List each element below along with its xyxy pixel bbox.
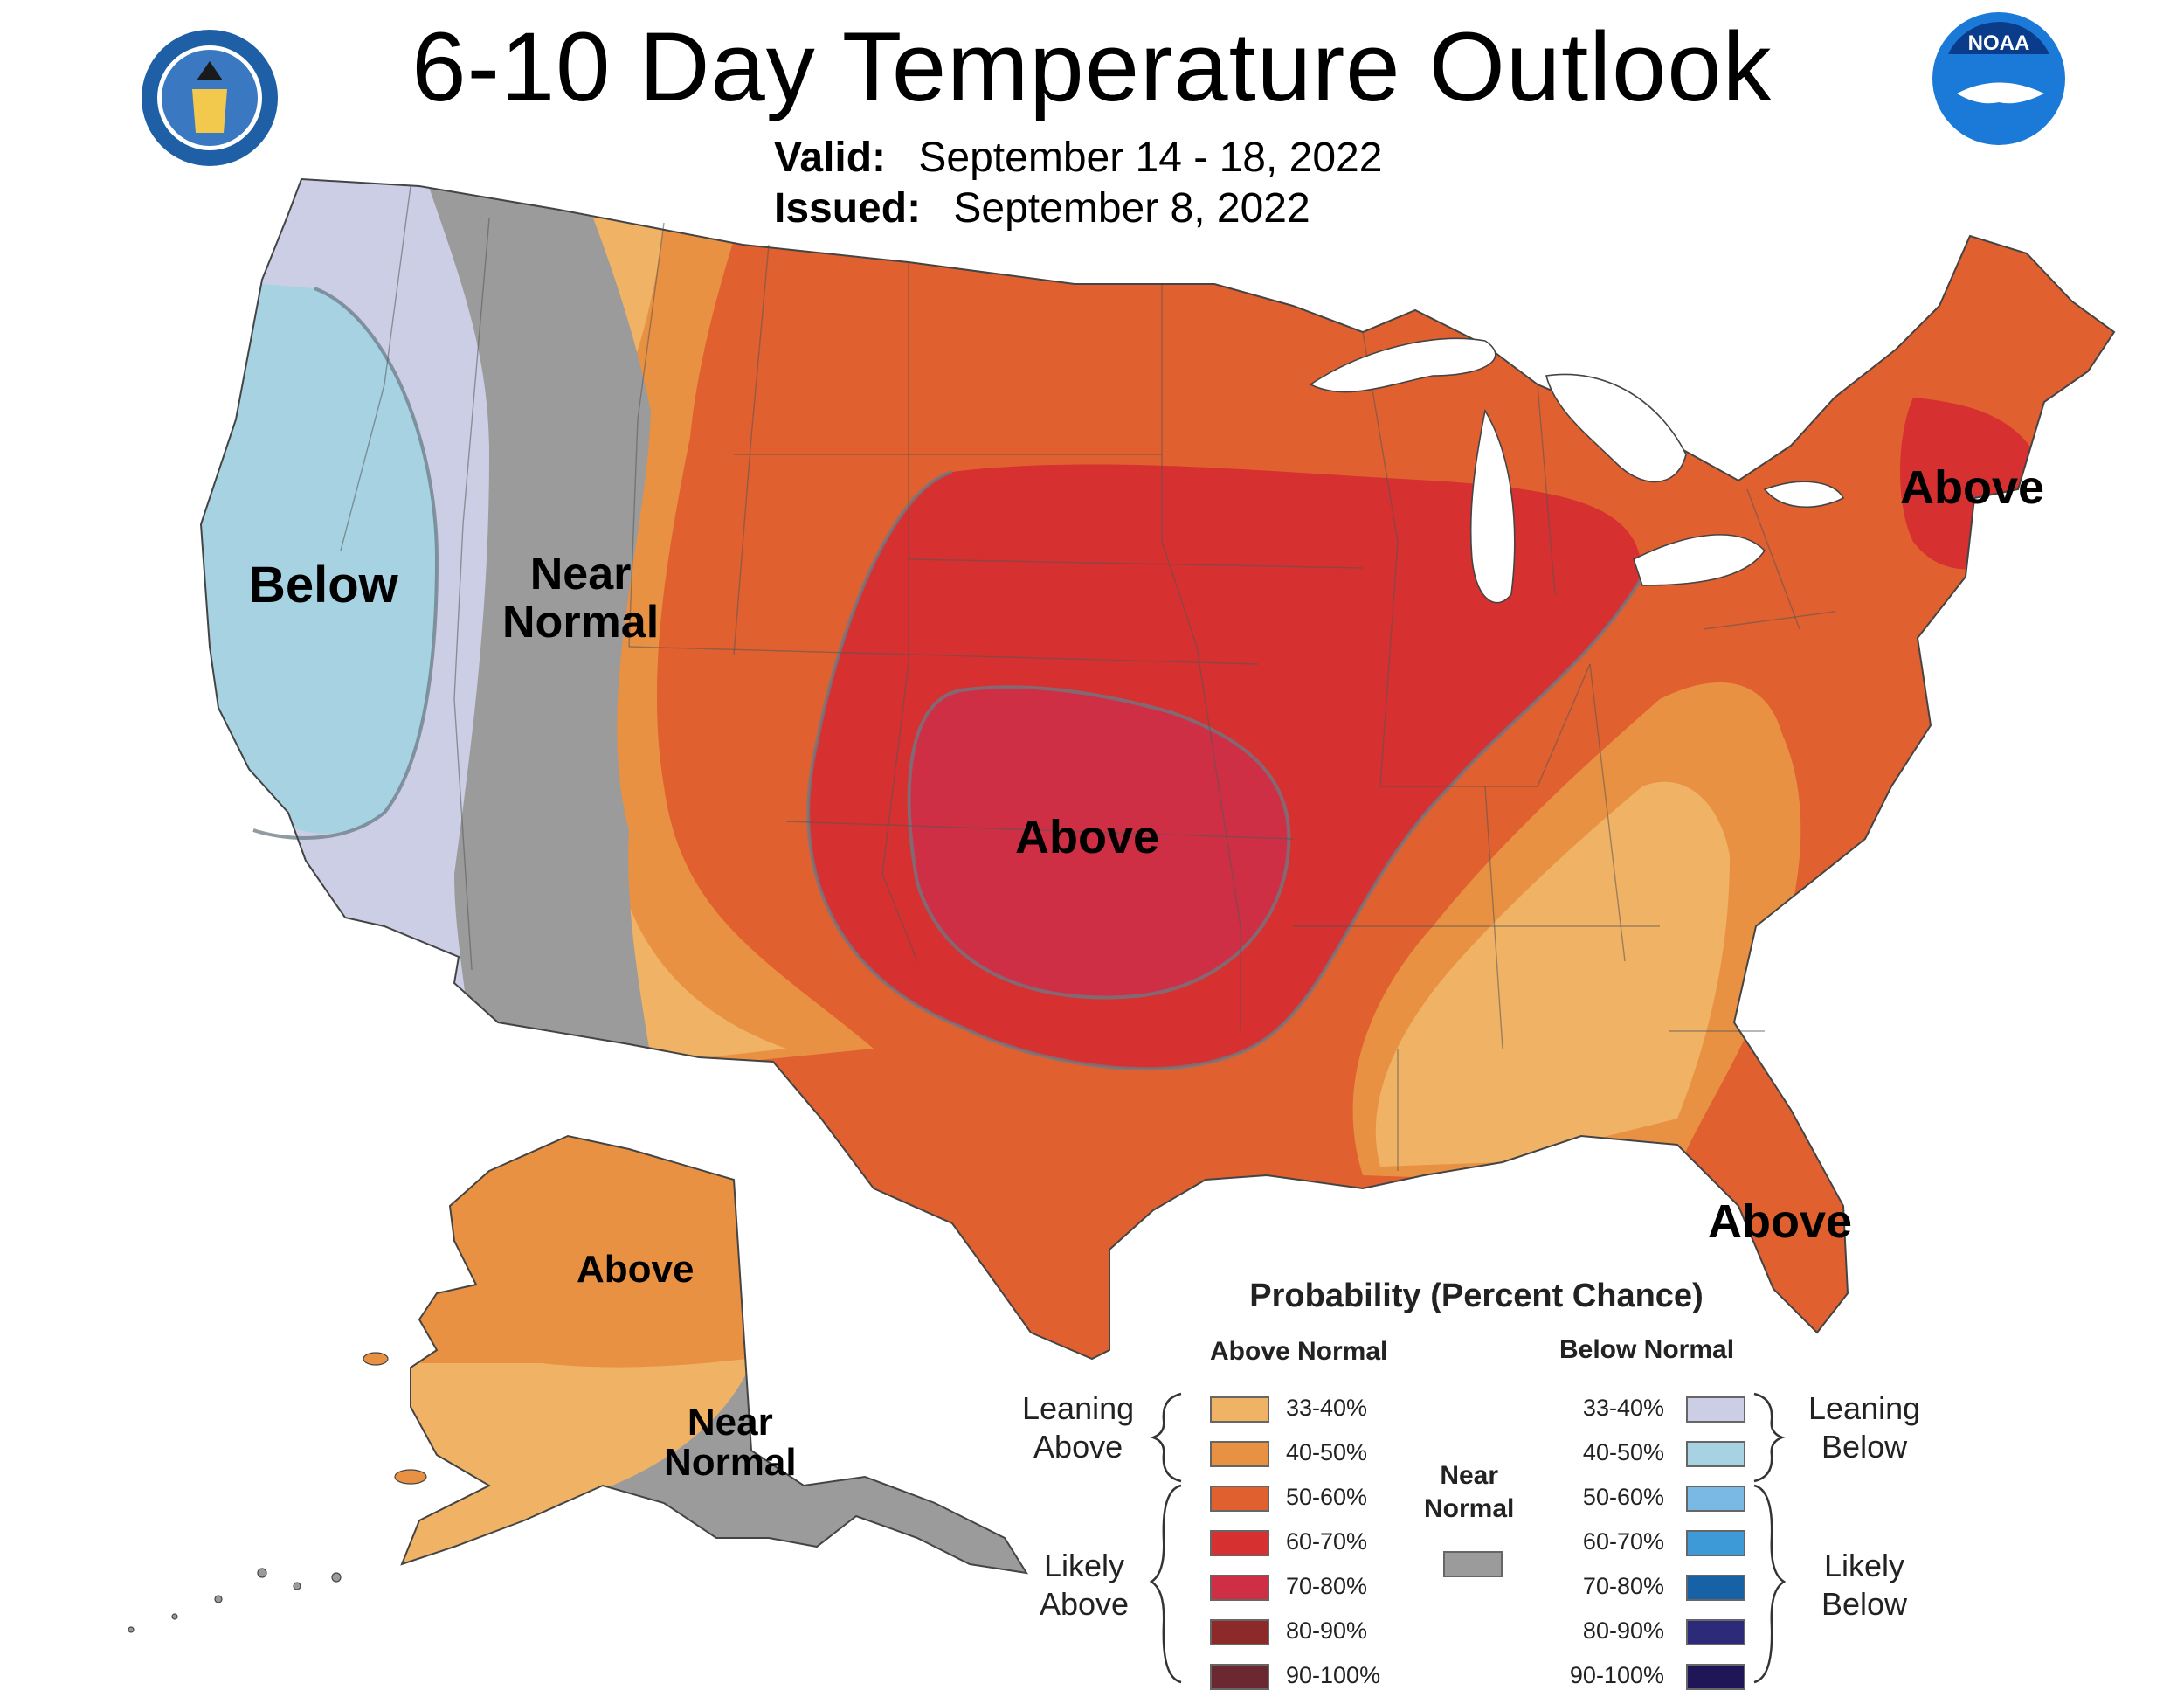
legend-near-normal-label: Near Normal xyxy=(1424,1459,1514,1526)
legend-above-range: 60-70% xyxy=(1286,1528,1368,1555)
legend-likely-above: Likely Above xyxy=(1040,1547,1129,1624)
legend-above-swatch xyxy=(1210,1530,1269,1556)
legend-below-range: 40-50% xyxy=(1582,1439,1664,1465)
legend-near-line-1: Near xyxy=(1440,1461,1499,1490)
legend-below-header: Below Normal xyxy=(1559,1335,1735,1364)
issued-value: September 8, 2022 xyxy=(953,185,1310,232)
legend-below-swatch xyxy=(1686,1486,1745,1512)
date-block: Valid: September 14 - 18, 2022 Issued: S… xyxy=(774,133,1382,234)
legend-below-range: 50-60% xyxy=(1582,1484,1664,1510)
near-normal-line-1: Near xyxy=(529,549,632,599)
alaska-near-line-1: Near xyxy=(687,1401,773,1444)
legend-above-swatch xyxy=(1210,1486,1269,1512)
legend-above-header: Above Normal xyxy=(1210,1337,1388,1366)
likely-above-line-2: Above xyxy=(1040,1586,1130,1622)
likely-below-line-2: Below xyxy=(1821,1586,1908,1622)
valid-value: September 14 - 18, 2022 xyxy=(918,135,1383,181)
valid-label: Valid: xyxy=(774,135,887,181)
label-near-normal-west: Near Normal xyxy=(502,551,659,646)
legend-leaning-above: Leaning Above xyxy=(1022,1389,1134,1466)
label-below-west: Below xyxy=(249,557,398,613)
leaning-above-line-1: Leaning xyxy=(1022,1390,1135,1426)
label-alaska-above: Above xyxy=(577,1248,695,1291)
legend-near-normal-swatch xyxy=(1443,1551,1503,1577)
likely-below-line-1: Likely xyxy=(1824,1548,1905,1583)
likely-above-line-1: Likely xyxy=(1044,1548,1125,1583)
noaa-logo-icon: NOAA xyxy=(1931,10,2067,147)
page-title: 6-10 Day Temperature Outlook xyxy=(411,12,1773,121)
legend-above-swatch xyxy=(1210,1575,1269,1601)
leaning-below-line-2: Below xyxy=(1821,1429,1908,1465)
legend-above-range: 40-50% xyxy=(1286,1439,1368,1465)
legend-above-range: 80-90% xyxy=(1286,1617,1368,1644)
legend-above-range: 33-40% xyxy=(1286,1395,1368,1421)
legend-below-range: 80-90% xyxy=(1582,1617,1664,1644)
legend-below-range: 33-40% xyxy=(1582,1395,1664,1421)
legend-near-line-2: Normal xyxy=(1424,1494,1515,1523)
label-above-central: Above xyxy=(1015,811,1160,863)
legend-below-range: 90-100% xyxy=(1569,1662,1664,1688)
label-alaska-near-normal: Near Normal xyxy=(664,1401,797,1485)
issued-label: Issued: xyxy=(774,185,922,232)
legend-above-range: 70-80% xyxy=(1286,1573,1368,1599)
leaning-below-line-1: Leaning xyxy=(1808,1390,1921,1426)
svg-text:NOAA: NOAA xyxy=(1968,31,2030,55)
legend-above-swatch xyxy=(1210,1441,1269,1467)
legend-title: Probability (Percent Chance) xyxy=(1249,1278,1704,1314)
alaska-near-line-2: Normal xyxy=(664,1441,797,1485)
commerce-seal-icon xyxy=(140,28,280,168)
legend-above-swatch xyxy=(1210,1619,1269,1645)
legend-below-swatch xyxy=(1686,1664,1745,1690)
legend-above-swatch xyxy=(1210,1664,1269,1690)
legend-below-swatch xyxy=(1686,1441,1745,1467)
legend-below-swatch xyxy=(1686,1575,1745,1601)
legend-above-swatch xyxy=(1210,1396,1269,1423)
legend-below-swatch xyxy=(1686,1619,1745,1645)
near-normal-line-2: Normal xyxy=(502,596,660,648)
legend-below-range: 70-80% xyxy=(1582,1573,1664,1599)
leaning-above-line-2: Above xyxy=(1033,1429,1123,1465)
legend-below-swatch xyxy=(1686,1530,1745,1556)
legend-leaning-below: Leaning Below xyxy=(1808,1389,1920,1466)
legend-below-range: 60-70% xyxy=(1582,1528,1664,1555)
legend-likely-below: Likely Below xyxy=(1821,1547,1907,1624)
legend-above-range: 50-60% xyxy=(1286,1484,1368,1510)
label-above-florida: Above xyxy=(1708,1195,1853,1248)
legend-above-range: 90-100% xyxy=(1286,1662,1381,1688)
legend-below-swatch xyxy=(1686,1396,1745,1423)
label-above-northeast: Above xyxy=(1900,461,2045,514)
